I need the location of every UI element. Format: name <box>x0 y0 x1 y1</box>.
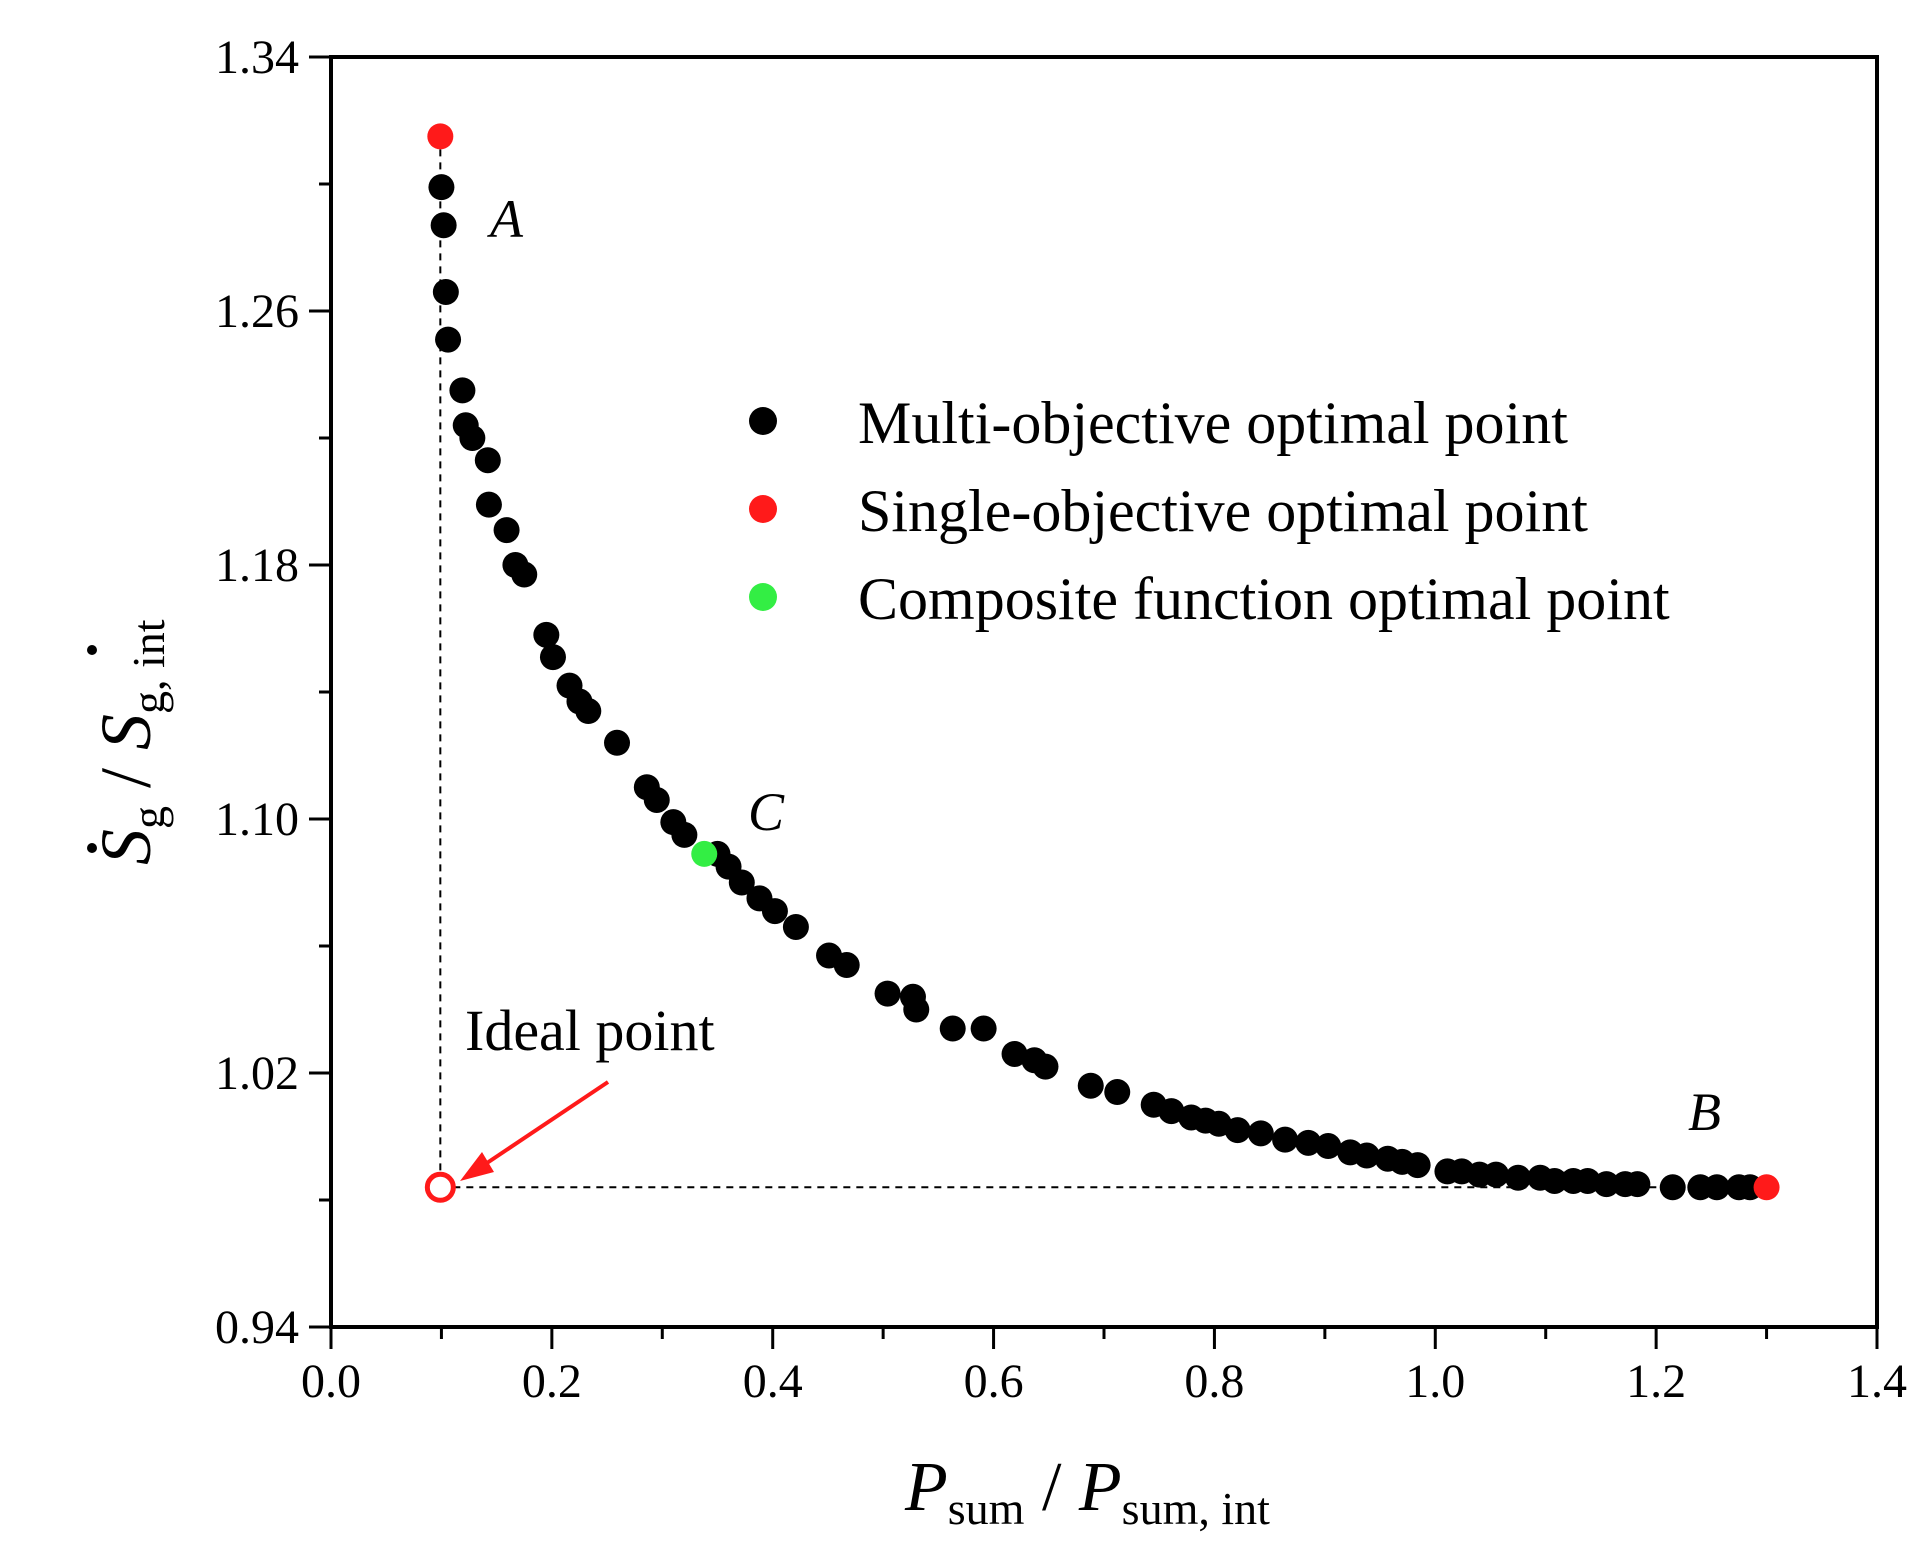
multi-objective-point <box>1104 1079 1131 1106</box>
y-tick-label: 1.02 <box>215 1047 299 1100</box>
x-tick-label: 0.4 <box>743 1355 803 1408</box>
multi-objective-point <box>939 1015 966 1042</box>
legend-label-composite: Composite function optimal point <box>858 566 1670 632</box>
multi-objective-point <box>782 913 809 940</box>
single-objective-point <box>1753 1174 1780 1201</box>
multi-objective-point <box>435 326 462 353</box>
y-title-dot-2 <box>87 645 97 655</box>
multi-objective-point <box>1032 1053 1059 1080</box>
legend-marker-multi <box>749 407 777 435</box>
multi-objective-point <box>1247 1120 1274 1147</box>
y-tick-label: 1.26 <box>215 285 299 338</box>
annotation-a: A <box>487 189 524 249</box>
multi-objective-point <box>1224 1117 1251 1144</box>
multi-objective-point <box>874 980 901 1007</box>
multi-objective-point <box>1659 1174 1686 1201</box>
multi-objective-point <box>1624 1171 1651 1198</box>
y-tick-label: 1.34 <box>215 31 299 84</box>
x-axis-title: Psum / Psum, int <box>904 1449 1270 1534</box>
x-tick-label: 0.2 <box>522 1355 582 1408</box>
multi-objective-point <box>430 212 457 239</box>
multi-objective-point <box>533 621 560 648</box>
x-axis-ticks: 0.0 0.2 0.4 0.6 0.8 1.0 1.2 1.4 <box>301 1327 1907 1408</box>
x-tick-label: 0.8 <box>1184 1355 1244 1408</box>
multi-objective-point <box>604 729 631 756</box>
composite-function-point <box>691 840 718 867</box>
y-tick-label: 1.10 <box>215 793 299 846</box>
multi-objective-point <box>833 952 860 979</box>
multi-objective-point <box>1703 1174 1730 1201</box>
y-axis-ticks: 0.94 1.02 1.10 1.18 1.26 1.34 <box>215 31 331 1354</box>
multi-objective-point <box>761 898 788 925</box>
legend-label-multi: Multi-objective optimal point <box>858 390 1568 456</box>
legend-label-single: Single-objective optimal point <box>858 478 1588 544</box>
multi-objective-point <box>970 1015 997 1042</box>
annotation-ideal-point: Ideal point <box>465 998 715 1063</box>
svg-text:Sg / Sg, int: Sg / Sg, int <box>86 619 174 865</box>
multi-objective-point <box>1593 1171 1620 1198</box>
multi-objective-point <box>643 786 670 813</box>
multi-objective-point <box>1295 1129 1322 1156</box>
multi-objective-point <box>1353 1142 1380 1169</box>
multi-objective-point <box>1483 1161 1510 1188</box>
multi-objective-point <box>449 377 476 404</box>
multi-objective-point <box>539 644 566 671</box>
y-tick-label: 1.18 <box>215 539 299 592</box>
annotation-c: C <box>748 782 785 842</box>
multi-objective-point <box>1541 1167 1568 1194</box>
multi-objective-point <box>459 425 486 451</box>
y-tick-label: 0.94 <box>215 1301 299 1354</box>
legend-marker-single <box>749 495 777 523</box>
multi-objective-point <box>1272 1126 1299 1153</box>
y-title-dot-1 <box>87 843 97 853</box>
annotation-b: B <box>1688 1082 1721 1142</box>
legend-marker-composite <box>749 583 777 611</box>
legend: Multi-objective optimal point Single-obj… <box>749 390 1670 632</box>
x-tick-label: 0.0 <box>301 1355 361 1408</box>
x-tick-label: 1.0 <box>1405 1355 1465 1408</box>
ideal-point-arrow <box>460 1080 610 1181</box>
multi-objective-point <box>903 996 930 1023</box>
multi-objective-point <box>493 517 520 544</box>
x-tick-label: 1.4 <box>1847 1355 1907 1408</box>
multi-objective-point <box>728 869 755 896</box>
multi-objective-point <box>1315 1133 1342 1160</box>
x-tick-label: 1.2 <box>1626 1355 1686 1408</box>
multi-objective-point <box>1077 1072 1104 1099</box>
multi-objective-point <box>474 447 501 474</box>
multi-objective-point <box>511 561 538 588</box>
multi-objective-point <box>671 821 698 848</box>
multi-objective-point <box>1001 1040 1028 1067</box>
multi-objective-point <box>1505 1164 1532 1191</box>
ideal-point-marker <box>424 1171 456 1203</box>
single-objective-point <box>427 123 454 150</box>
multi-objective-point <box>432 278 459 305</box>
multi-objective-point <box>1158 1098 1185 1125</box>
multi-objective-point <box>475 491 502 518</box>
data-markers <box>424 123 1780 1203</box>
multi-objective-point <box>1404 1152 1431 1179</box>
multi-objective-point <box>575 698 602 725</box>
multi-objective-point <box>428 174 455 201</box>
y-axis-title: Sg / Sg, int <box>86 619 174 865</box>
x-tick-label: 0.6 <box>964 1355 1024 1408</box>
